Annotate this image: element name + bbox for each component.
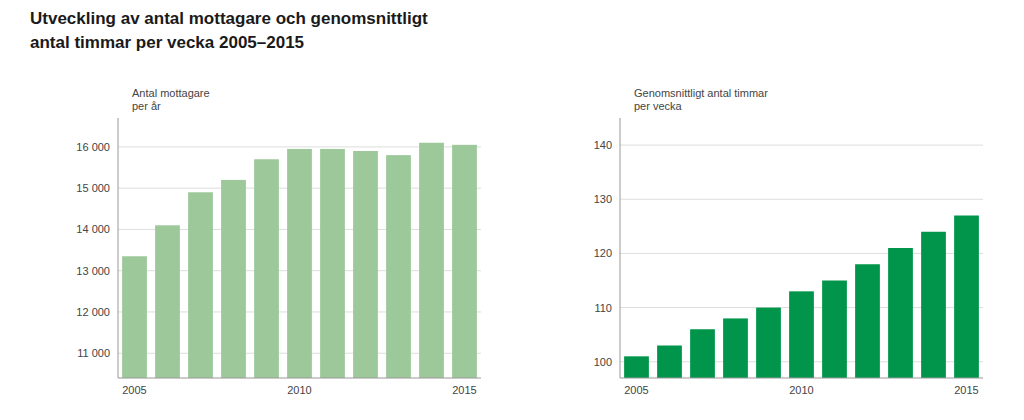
bar (452, 145, 477, 378)
chart-svg: Utveckling av antal mottagare och genoms… (0, 0, 1024, 420)
plot: 11 000 12 000 13 000 14 000 15 000 16 000 2005… (76, 87, 481, 396)
title: Utveckling av antal mottagare och genoms… (30, 9, 428, 52)
bars (122, 143, 477, 378)
chart-container: Utveckling av antal mottagare och genoms… (0, 0, 1024, 420)
title-line: Utveckling av antal mottagare och genoms… (30, 9, 428, 28)
y-axis-line (620, 118, 621, 378)
y-axis-label-line: per vecka (634, 100, 683, 112)
bar (789, 291, 814, 378)
bar (954, 216, 979, 379)
x-tick-label: 2005 (122, 384, 146, 396)
bar (122, 256, 147, 378)
x-tick-label: 2010 (789, 384, 813, 396)
y-tick-label: 120 (594, 247, 612, 259)
bar (254, 159, 279, 378)
plot: 100 110 120 130 140 2005 2010 2015 Genomsnittlig… (594, 87, 983, 396)
x-axis-line (620, 378, 983, 379)
bar (723, 318, 748, 378)
y-tick-label: 14 000 (76, 223, 110, 235)
bar (822, 281, 847, 379)
bar (188, 192, 213, 378)
y-axis-label: Genomsnittligt antal timmarper vecka (634, 87, 768, 112)
bar (657, 346, 682, 379)
y-tick-label: 16 000 (76, 141, 110, 153)
grid-line (620, 145, 983, 146)
bar (221, 180, 246, 378)
y-tick-label: 12 000 (76, 306, 110, 318)
y-axis-label-line: Antal mottagare (132, 87, 210, 99)
bar (888, 248, 913, 378)
title-line: antal timmar per vecka 2005–2015 (30, 33, 304, 52)
bar (690, 329, 715, 378)
bar (287, 149, 312, 378)
bar (155, 225, 180, 378)
bars (624, 216, 979, 379)
bar (921, 232, 946, 378)
bar (756, 308, 781, 378)
y-tick-label: 13 000 (76, 265, 110, 277)
y-tick-label: 15 000 (76, 182, 110, 194)
y-tick-label: 130 (594, 193, 612, 205)
bar (855, 264, 880, 378)
x-axis-line (118, 378, 481, 379)
bar (419, 143, 444, 378)
y-tick-label: 11 000 (77, 347, 110, 359)
x-tick-label: 2015 (452, 384, 476, 396)
y-axis-line (118, 118, 119, 378)
bar (320, 149, 345, 378)
x-tick-label: 2015 (954, 384, 978, 396)
y-tick-label: 100 (594, 356, 612, 368)
y-axis-label-line: Genomsnittligt antal timmar (634, 87, 768, 99)
x-tick-label: 2005 (624, 384, 648, 396)
y-tick-label: 140 (594, 139, 612, 151)
bar (624, 356, 649, 378)
grid-line (620, 199, 983, 200)
y-axis-label: Antal mottagareper år (132, 87, 210, 112)
bar (386, 155, 411, 378)
bar (353, 151, 378, 378)
x-tick-label: 2010 (287, 384, 311, 396)
y-axis-label-line: per år (132, 100, 161, 112)
y-tick-label: 110 (594, 302, 612, 314)
